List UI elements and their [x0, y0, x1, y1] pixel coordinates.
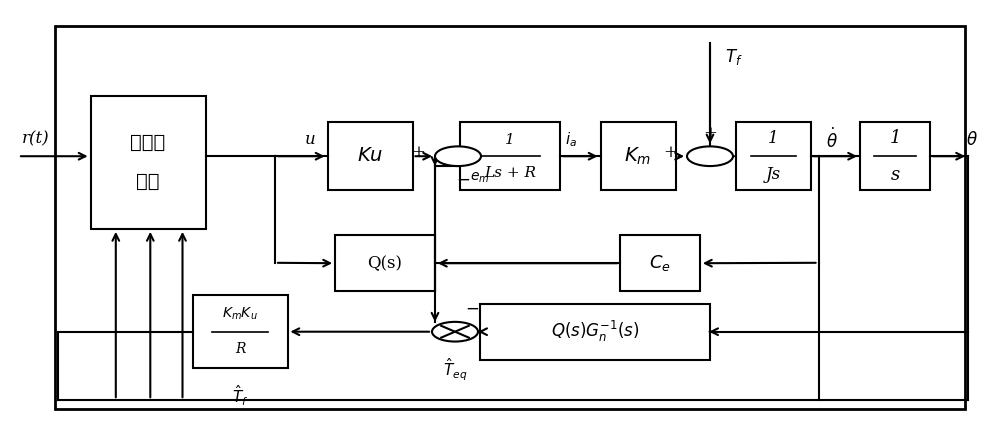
Text: +: + [411, 144, 425, 161]
Text: s: s [890, 166, 900, 184]
Text: $-$: $-$ [456, 170, 470, 187]
Text: 1: 1 [505, 133, 515, 147]
Bar [736, 122, 810, 190]
Bar [460, 122, 560, 190]
Bar [90, 96, 206, 229]
Text: $e_m$: $e_m$ [470, 170, 489, 185]
Text: $K_mK_u$: $K_mK_u$ [222, 305, 258, 321]
Text: +: + [663, 144, 677, 161]
Text: 滑模控: 滑模控 [130, 134, 166, 152]
Text: r(t): r(t) [22, 131, 50, 148]
Bar [55, 26, 965, 409]
Circle shape [432, 322, 478, 342]
Bar [335, 235, 435, 291]
Bar [620, 235, 700, 291]
Text: +: + [703, 125, 717, 142]
Text: Q(s): Q(s) [368, 255, 402, 272]
Text: 制器: 制器 [136, 173, 160, 191]
Text: $C_e$: $C_e$ [649, 253, 671, 273]
Text: $\theta$: $\theta$ [966, 131, 978, 149]
Text: R: R [235, 342, 245, 356]
Text: Ls + R: Ls + R [484, 166, 536, 180]
Circle shape [435, 146, 481, 166]
Text: 1: 1 [889, 129, 901, 147]
Text: 1: 1 [768, 130, 778, 147]
Text: $\hat{T}_{eq}$: $\hat{T}_{eq}$ [443, 357, 467, 383]
Bar [860, 122, 930, 190]
Bar [328, 122, 413, 190]
Text: $i_a$: $i_a$ [565, 131, 577, 149]
Text: $Ku$: $Ku$ [357, 147, 383, 165]
Bar [192, 295, 288, 368]
Bar [480, 304, 710, 360]
Text: $Q(s)G_n^{-1}(s)$: $Q(s)G_n^{-1}(s)$ [551, 319, 639, 344]
Text: u: u [305, 131, 316, 149]
Text: $-$: $-$ [465, 300, 479, 317]
Text: $T_f$: $T_f$ [725, 47, 743, 67]
Text: Js: Js [765, 166, 781, 183]
Circle shape [687, 146, 733, 166]
Text: $K_m$: $K_m$ [624, 146, 652, 167]
Text: $\dot{\theta}$: $\dot{\theta}$ [826, 128, 837, 152]
Text: $\hat{T}_f$: $\hat{T}_f$ [232, 383, 248, 407]
Bar [600, 122, 676, 190]
